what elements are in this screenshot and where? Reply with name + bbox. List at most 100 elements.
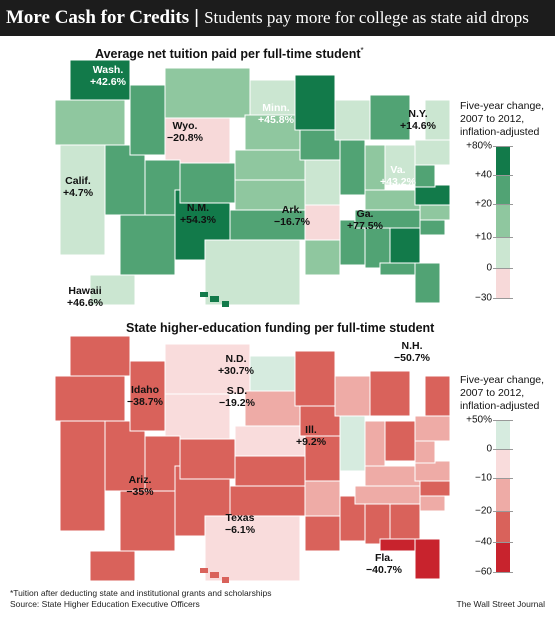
callout-value: +30.7% [218,365,254,377]
legend-tick-line [493,478,513,479]
legend-tick-line [493,572,513,573]
map2-callout-fla: Fla. −40.7% [366,552,402,576]
legend-tick-line [493,511,513,512]
legend-tick-label: −30 [475,292,492,304]
legend-swatch [496,237,510,268]
legend-swatch [496,204,510,237]
state-hi-island-2 [222,301,229,307]
map2-callout-ariz: Ariz. −35% [126,474,153,498]
callout-value: +54.3% [180,214,216,226]
state-ks [234,455,306,487]
state-mt [164,67,251,119]
map2-legend-title: Five-year change, 2007 to 2012, inflatio… [460,374,545,412]
state-fl2 [414,538,441,580]
callout-state-name: S.D. [226,385,248,397]
map1-callout-va: Va. +43.2% [380,164,416,188]
graphic-header: More Cash for Credits | Students pay mor… [0,0,555,36]
map1-legend-title: Five-year change, 2007 to 2012, inflatio… [460,100,545,138]
callout-state-name: N.Y. [408,108,428,120]
map1-callout-minn: Minn. +45.8% [258,102,294,126]
legend-tick-line [493,146,513,147]
callout-value: −20.8% [167,132,203,144]
legend-tick-label: −20 [475,505,492,517]
state-pa [414,415,450,442]
state-wy [164,393,231,440]
callout-value: +42.6% [90,76,126,88]
map2-callout-nd: N.D. +30.7% [218,353,254,377]
map1-callout-ark: Ark. −16.7% [274,204,310,228]
callout-value: −38.7% [127,396,163,408]
callout-value: +14.6% [400,120,436,132]
graphic-subtitle: Students pay more for college as state a… [204,8,529,27]
callout-state-name: Wyo. [172,120,198,132]
state-la [304,515,341,552]
state-la [304,239,341,276]
callout-value: −50.7% [394,352,430,364]
state-sd [244,390,301,427]
map2-callout-sd: S.D. −19.2% [219,385,255,409]
state-or [54,99,126,146]
legend-tick-label: +10 [475,231,492,243]
callout-state-name: Ark. [281,204,303,216]
callout-state-name: N.D. [225,353,247,365]
state-ny [424,375,450,417]
state-ia [299,405,341,437]
state-id [129,360,166,432]
callout-state-name: Ill. [305,424,317,436]
callout-state-name: Calif. [65,175,91,187]
map1-callout-wyo: Wyo. −20.8% [167,120,203,144]
legend-tick-label: −40 [475,536,492,548]
state-hi-island-1 [210,572,219,578]
state-hi-island-0 [200,292,208,297]
state-mo [304,159,341,206]
legend-tick-line [493,542,513,543]
state-al [364,227,391,269]
callout-state-name: Fla. [374,552,394,564]
tuition-map [54,60,450,307]
state-nc [419,204,450,221]
state-ak [89,274,136,306]
state-tn [354,485,426,505]
map1-legend: +80% +40 +20 +10 0 −30 [460,141,552,346]
callout-state-name: Va. [390,164,406,176]
map1-callout-ga: Ga. +77.5% [347,208,383,232]
callout-state-name: Wash. [92,64,124,76]
callout-state-name: Ga. [356,208,374,220]
legend-tick-label: +20 [475,198,492,210]
state-sd [244,114,301,151]
callout-state-name: N.H. [401,340,423,352]
state-ca [59,144,106,256]
legend-tick-line [493,175,513,176]
state-va [414,184,450,206]
callout-value: −35% [126,486,154,498]
state-hi-island-2 [222,577,229,583]
map2-callout-ill: Ill. +9.2% [296,424,326,448]
state-fl2 [414,262,441,304]
state-va [414,460,450,482]
legend-tick-label: 0 [486,262,492,274]
map2-title: State higher-education funding per full-… [126,321,435,335]
state-mo [304,435,341,482]
state-ky [364,189,421,211]
state-in [364,420,386,467]
state-pa [414,139,450,166]
map2-callout-nh: N.H. −50.7% [394,340,430,364]
callout-value: +43.2% [380,176,416,188]
legend-tick-label: +40 [475,169,492,181]
map1-callout-ny: N.Y. +14.6% [400,108,436,132]
legend-tick-line [493,204,513,205]
state-ut [144,435,181,492]
legend-swatch [496,542,510,572]
callout-value: −6.1% [224,524,256,536]
state-hi-island-0 [200,568,208,573]
callout-state-name: Texas [225,512,255,524]
state-ga [389,503,421,540]
legend-tick-line [493,420,513,421]
callout-state-name: Idaho [131,384,159,396]
legend-swatch [496,146,510,175]
callout-state-name: N.M. [186,202,210,214]
state-az [119,490,176,552]
state-co [179,438,236,480]
state-ar [304,480,341,517]
map1-callout-nm: N.M. +54.3% [180,202,216,226]
